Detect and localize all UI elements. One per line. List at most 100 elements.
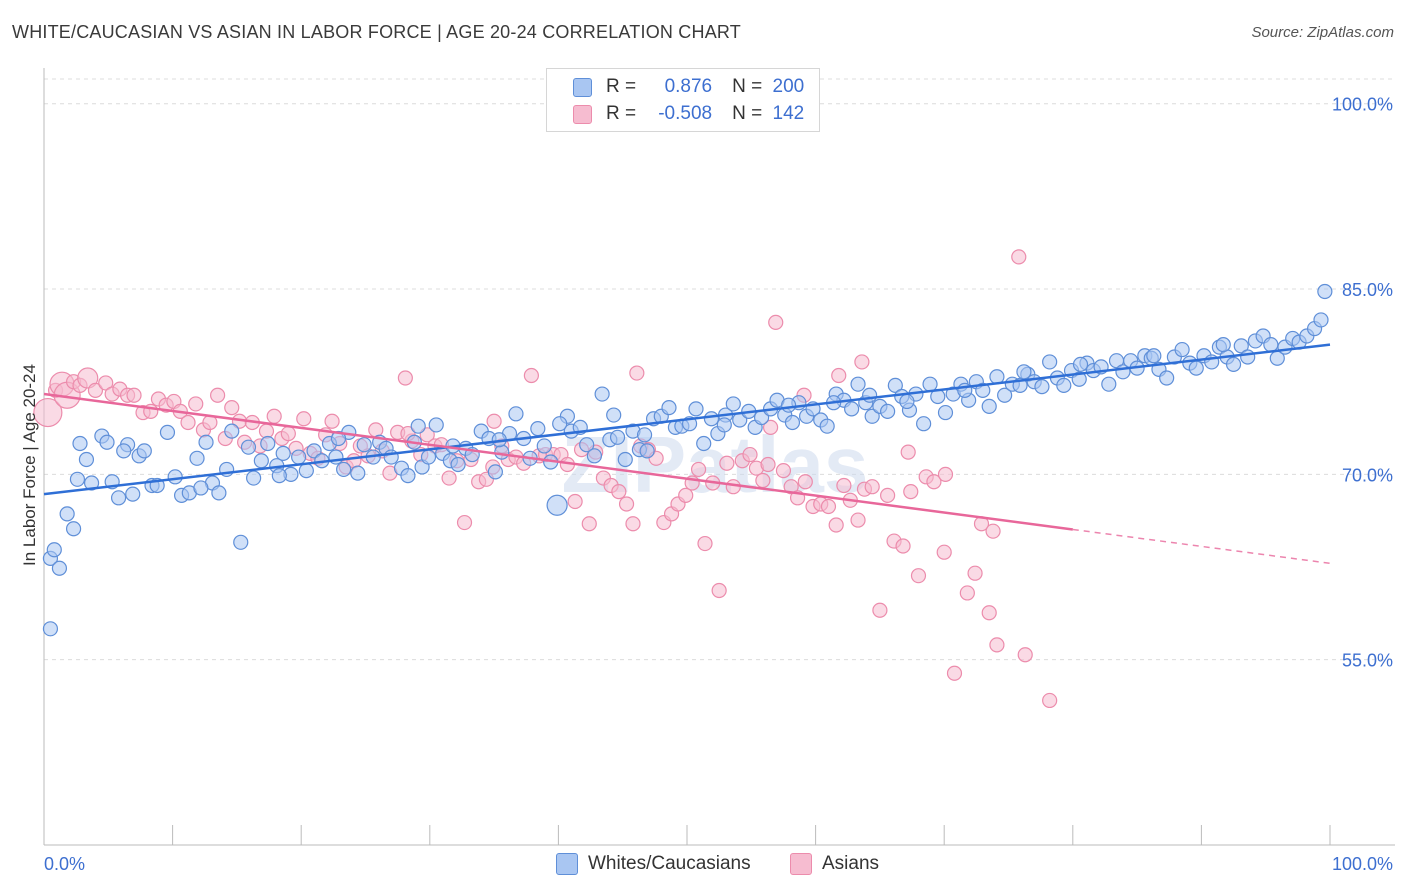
tick-label-layer: 55.0% 70.0% 85.0% 100.0% 0.0% 100.0% — [44, 95, 1393, 874]
white-point — [552, 416, 568, 432]
white-point — [193, 480, 209, 496]
asian-point — [697, 535, 713, 552]
legend-swatch-whites — [556, 853, 578, 875]
white-point — [59, 506, 75, 522]
white-point — [1188, 360, 1204, 376]
x-tick-label-min: 0.0% — [44, 854, 85, 874]
asian-point — [224, 400, 240, 416]
white-point — [400, 467, 416, 484]
asian-point — [762, 419, 779, 436]
white-point — [271, 467, 287, 484]
legend-row-whites: R = 0.876 N = 200 — [573, 75, 804, 99]
asian-point — [87, 382, 104, 398]
white-point — [260, 435, 276, 452]
white-point — [1225, 356, 1242, 372]
white-point — [224, 423, 240, 439]
legend-label-whites: Whites/Caucasians — [588, 853, 751, 874]
asian-point — [397, 370, 413, 386]
y-axis-title: In Labor Force | Age 20-24 — [20, 364, 39, 566]
white-point — [410, 418, 426, 434]
white-point — [487, 464, 503, 480]
white-point — [819, 418, 835, 434]
white-point — [1072, 356, 1089, 372]
asian-point — [903, 484, 919, 500]
white-point — [116, 443, 132, 459]
white-point — [46, 542, 62, 558]
asian-point — [98, 375, 114, 391]
white-point — [579, 437, 595, 453]
legend-r-value-asians: -0.508 — [658, 103, 713, 124]
asian-point — [850, 512, 866, 528]
legend-n-label: N = — [732, 103, 763, 124]
white-point — [887, 377, 903, 393]
white-point — [167, 469, 183, 485]
white-point — [586, 448, 603, 464]
legend-n-value-whites: 200 — [772, 76, 805, 97]
asian-point — [210, 387, 226, 403]
asian-point — [711, 582, 727, 599]
white-point — [450, 456, 466, 473]
asian-point — [611, 484, 627, 500]
white-point — [688, 401, 704, 417]
white-point — [306, 443, 322, 459]
trend-line-whites — [43, 343, 1331, 496]
white-point — [981, 398, 997, 415]
asian-point — [828, 517, 844, 533]
white-point — [784, 414, 801, 431]
asian-point — [783, 479, 799, 495]
white-point — [240, 439, 257, 455]
white-point — [864, 408, 880, 424]
white-point — [1146, 348, 1162, 364]
white-point — [51, 560, 68, 576]
asian-point — [797, 474, 813, 490]
legend-item-asians[interactable]: Asians — [790, 852, 879, 876]
white-point — [125, 486, 141, 502]
white-point — [916, 416, 932, 432]
white-point — [65, 521, 82, 537]
axis-layer — [43, 68, 1395, 846]
legend-row-asians: R = -0.508 N = 142 — [573, 102, 804, 126]
asian-point — [910, 568, 927, 584]
white-point — [725, 396, 741, 412]
legend-item-whites[interactable]: Whites/Caucasians — [556, 852, 751, 876]
asian-point — [441, 470, 457, 486]
white-point — [189, 450, 205, 466]
asian-point — [760, 456, 776, 473]
white-point — [716, 417, 732, 433]
white-point — [1240, 349, 1256, 365]
asian-point — [1017, 647, 1033, 663]
white-point — [336, 461, 352, 478]
asian-point — [77, 367, 99, 389]
legend-swatch-whites — [573, 77, 592, 97]
asian-point — [864, 479, 880, 495]
asian-point — [266, 408, 282, 424]
asian-point — [581, 516, 597, 532]
asian-point — [126, 387, 142, 403]
asian-point — [985, 523, 1001, 539]
white-point — [1042, 354, 1058, 370]
white-point — [494, 444, 510, 460]
asian-point — [895, 538, 911, 554]
white-point — [356, 437, 372, 453]
legend-r-label: R = — [606, 103, 637, 124]
white-point — [69, 471, 86, 487]
white-point — [780, 397, 797, 413]
x-tick-label-max: 100.0% — [1332, 854, 1393, 874]
white-point — [350, 465, 366, 481]
legend-r-label: R = — [606, 76, 637, 97]
white-point — [850, 376, 866, 392]
white-point — [330, 430, 347, 447]
legend-n-label: N = — [732, 76, 763, 97]
asian-point — [820, 498, 837, 515]
white-point — [298, 463, 314, 479]
asian-point — [831, 367, 847, 384]
white-point — [546, 494, 568, 516]
y-tick-label: 70.0% — [1342, 465, 1393, 485]
y-tick-label: 85.0% — [1342, 280, 1393, 300]
asian-point — [629, 365, 645, 381]
white-point — [99, 434, 115, 450]
white-point — [246, 470, 262, 486]
asian-point — [618, 496, 635, 512]
white-point — [536, 438, 552, 454]
